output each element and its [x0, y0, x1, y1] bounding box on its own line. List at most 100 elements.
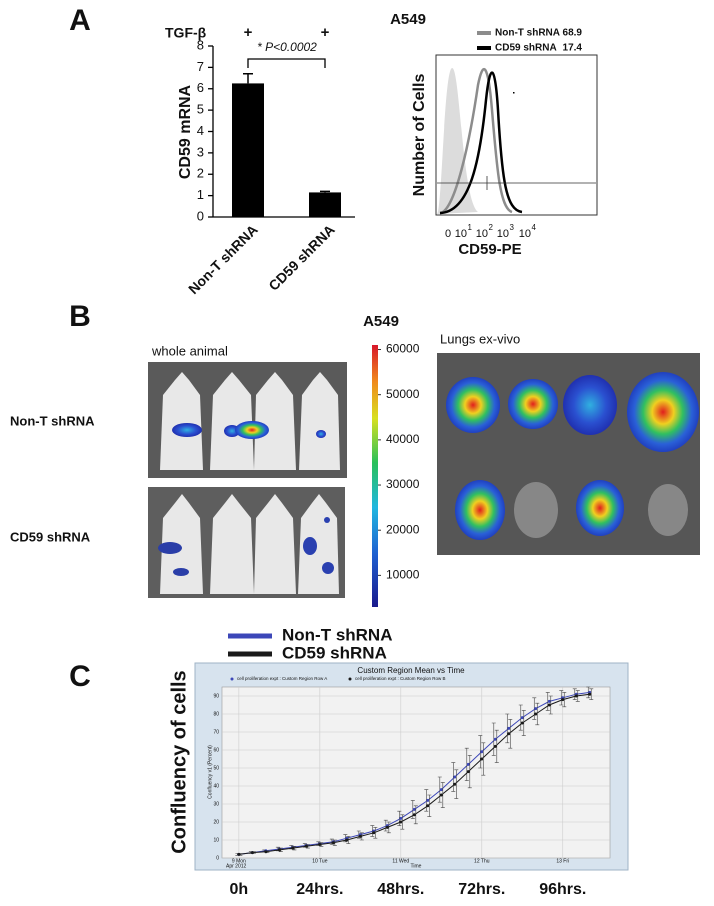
point	[547, 703, 551, 707]
point	[588, 692, 592, 696]
point	[466, 770, 470, 774]
y-tick-label: 0	[197, 208, 204, 223]
y-tick-label: 90	[213, 693, 219, 699]
x-tick-label: CD59 shRNA	[265, 221, 337, 293]
outer-x-tick-label: 72hrs.	[458, 881, 505, 898]
y-axis-label: Number of Cells	[411, 74, 428, 197]
inner-legend-label: cell proliferation expt : Custom Region …	[355, 676, 446, 681]
control-histogram	[437, 67, 478, 214]
inner-x-label: Time	[411, 863, 422, 869]
inner-y-label: Confluency v1 (Percent)	[207, 745, 213, 799]
x-tick-label: 11 Wed	[392, 858, 409, 864]
caption: whole animal	[151, 343, 228, 358]
y-tick-label: 50	[213, 765, 219, 771]
x-tick-label: 10 Tue	[312, 858, 328, 864]
bar	[309, 192, 341, 217]
point	[534, 707, 538, 711]
point	[318, 843, 322, 846]
panel-label: B	[69, 300, 91, 333]
x-tick-label: 10	[519, 228, 531, 240]
colorbar-label: 40000	[386, 432, 420, 446]
x-tick-label: 10	[476, 228, 488, 240]
point	[399, 816, 403, 820]
y-tick-label: 5	[197, 102, 204, 117]
flow-histogram: Non-T shRNA CD59 shRNA 68.9 17.4 Number …	[411, 28, 598, 258]
colorbar	[372, 345, 378, 607]
inner-legend-label: cell proliferation expt : Custom Region …	[237, 676, 327, 681]
y-tick-label: 4	[197, 123, 204, 138]
row-label: CD59 shRNA	[10, 529, 91, 544]
point	[237, 852, 241, 856]
error-bar	[346, 836, 351, 844]
plot-area	[221, 686, 611, 859]
point	[291, 846, 295, 850]
point	[412, 807, 416, 811]
y-tick-label: 0	[216, 855, 219, 861]
treatment-mark: +	[244, 24, 253, 41]
point	[399, 820, 403, 824]
point	[372, 831, 376, 835]
cd59-histogram	[439, 71, 523, 215]
y-tick-label: 3	[197, 144, 204, 159]
point	[412, 813, 416, 817]
error-bar	[589, 688, 594, 700]
point	[507, 732, 511, 736]
significance: * P<0.0002	[257, 40, 317, 54]
point	[480, 750, 484, 754]
y-tick-label: 70	[213, 729, 219, 735]
point	[520, 721, 524, 725]
point	[331, 841, 335, 845]
legend-label: CD59 shRNA	[282, 643, 387, 662]
point	[493, 744, 497, 748]
x-tick-label: 10	[455, 228, 467, 240]
y-tick-label: 40	[213, 783, 219, 789]
point	[264, 850, 268, 854]
point	[453, 782, 457, 786]
error-bar	[397, 810, 402, 826]
error-bar	[467, 755, 472, 789]
point	[520, 716, 524, 720]
error-bar	[305, 844, 310, 849]
error-bar	[386, 821, 391, 834]
bar-chart: A549 TGF-β + + * P<0.0002 CD59 mRNA 0 1 2 3…	[165, 11, 426, 297]
caption: Lungs ex-vivo	[440, 331, 520, 346]
point	[426, 798, 430, 802]
point	[574, 694, 578, 698]
legend-label: Non-T shRNA	[495, 28, 560, 39]
x-tick-label: 10	[497, 228, 509, 240]
signal-blobs	[158, 421, 334, 576]
y-tick-label: 10	[213, 837, 219, 843]
point	[250, 851, 254, 855]
point	[385, 825, 389, 829]
error-bar	[508, 719, 513, 749]
error-bar	[535, 702, 540, 726]
colorbar-label: 60000	[386, 342, 420, 356]
point	[507, 726, 511, 730]
line-chart: Custom Region Mean vs Time Confluency v1…	[168, 625, 629, 898]
legend-label: Non-T shRNA	[282, 625, 392, 644]
treatment-mark: +	[321, 24, 330, 41]
colorbar-label: 10000	[386, 568, 420, 582]
error-bar	[548, 695, 553, 715]
x-tick-exponent: 1	[468, 223, 473, 232]
bar	[232, 83, 264, 217]
point	[345, 838, 349, 842]
colorbar-label: 50000	[386, 387, 420, 401]
error-bar	[494, 729, 499, 763]
inner-legend-marker	[230, 677, 234, 681]
outer-x-tick-label: 48hrs.	[377, 881, 424, 898]
y-tick-label: 60	[213, 747, 219, 753]
x-tick-exponent: 3	[510, 223, 515, 232]
y-tick-label: 20	[213, 819, 219, 825]
chart-title: Custom Region Mean vs Time	[357, 666, 465, 675]
legend-value: 17.4	[563, 43, 583, 54]
point	[439, 793, 443, 797]
point	[453, 775, 457, 779]
y-tick-label: 2	[197, 166, 204, 181]
y-axis-label: Confluency of cells	[168, 670, 190, 853]
date-label: Apr 2012	[226, 863, 247, 869]
mouse-silhouettes	[160, 372, 340, 594]
x-tick-label: 13 Fri	[556, 858, 569, 864]
outer-x-tick-label: 96hrs.	[539, 881, 586, 898]
